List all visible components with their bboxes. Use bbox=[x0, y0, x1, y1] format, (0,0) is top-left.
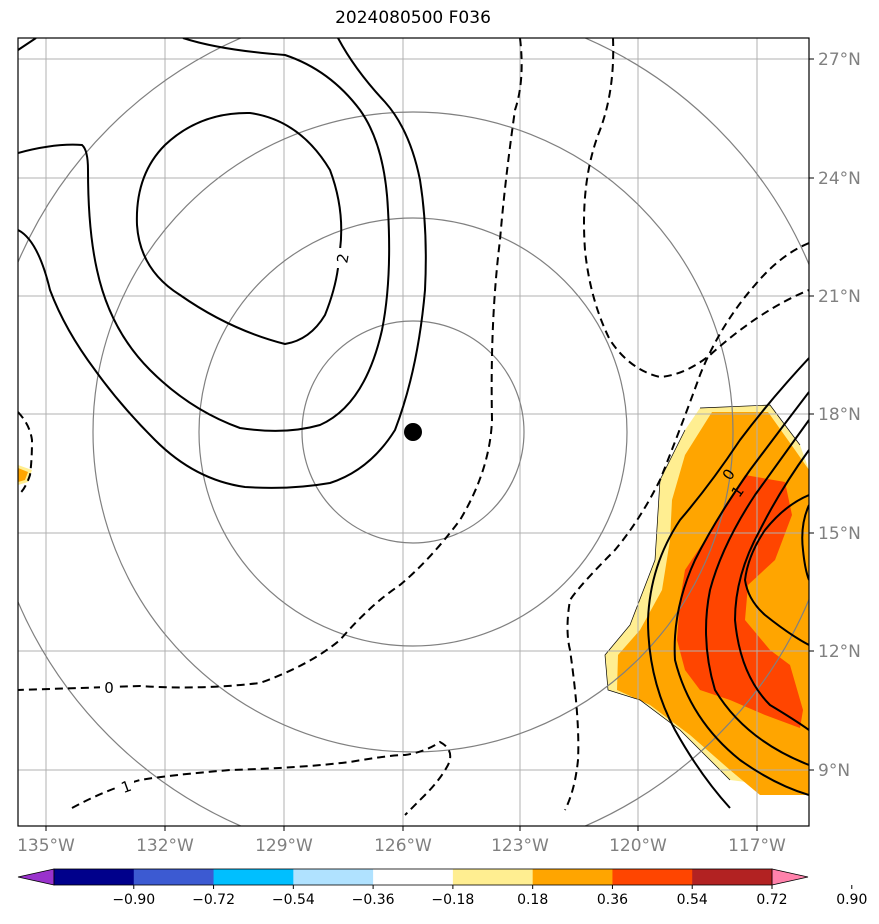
map-title: 2024080500 F036 bbox=[335, 8, 491, 28]
solid-contours bbox=[18, 38, 427, 489]
lon-tick-label: 117°W bbox=[728, 836, 786, 856]
colorbar-tick-label: 0.18 bbox=[517, 892, 548, 908]
colorbar-tick-label: 0.36 bbox=[597, 892, 628, 908]
lon-tick-label: 120°W bbox=[609, 836, 667, 856]
colorbar-tick-label: −0.36 bbox=[352, 892, 395, 908]
storm-center-marker bbox=[404, 423, 422, 441]
colorbar-tick-label: 0.90 bbox=[836, 892, 867, 908]
colorbar-segment bbox=[373, 869, 454, 885]
colorbar-segment bbox=[54, 869, 135, 885]
shading-outline bbox=[604, 404, 801, 781]
dashed-contours bbox=[18, 38, 809, 816]
colorbar-segment bbox=[612, 869, 693, 885]
colorbar-tick-label: −0.54 bbox=[272, 892, 315, 908]
graticule bbox=[18, 38, 809, 826]
colorbar-segment bbox=[213, 869, 294, 885]
colorbar-tick-label: −0.18 bbox=[431, 892, 474, 908]
colorbar-extend-high bbox=[771, 868, 809, 886]
lon-tick-labels: 135°W 132°W 129°W 126°W 123°W 120°W 117°… bbox=[17, 836, 786, 856]
lat-tick-label: 18°N bbox=[818, 405, 861, 425]
lat-tick-labels: 27°N 24°N 21°N 18°N 15°N 12°N 9°N bbox=[818, 50, 861, 781]
contour-label: 2 bbox=[333, 252, 352, 265]
colorbar-segment bbox=[452, 869, 534, 885]
tick-marks bbox=[45, 58, 814, 831]
range-rings bbox=[18, 38, 809, 826]
colorbar-tick-label: −0.72 bbox=[192, 892, 235, 908]
lon-tick-label: 123°W bbox=[491, 836, 549, 856]
contour-label-bg bbox=[100, 678, 118, 696]
contour-label-bg bbox=[333, 248, 349, 268]
solid-contours-east bbox=[646, 357, 809, 809]
colorbar: −0.90 −0.72 −0.54 −0.36 −0.18 0.18 0.36 0.54 0.7… bbox=[17, 868, 867, 908]
colorbar-tick-label: 0.54 bbox=[677, 892, 708, 908]
lat-tick-label: 21°N bbox=[818, 287, 861, 307]
lat-tick-label: 15°N bbox=[818, 524, 861, 544]
lon-tick-label: 126°W bbox=[374, 836, 432, 856]
colorbar-extend-low bbox=[17, 868, 55, 886]
lat-tick-label: 24°N bbox=[818, 169, 861, 189]
contour-label: 0 bbox=[104, 679, 114, 697]
colorbar-frame bbox=[53, 868, 773, 886]
lat-tick-label: 27°N bbox=[818, 50, 861, 70]
colorbar-segment bbox=[532, 869, 613, 885]
lat-tick-label: 12°N bbox=[818, 642, 861, 662]
colorbar-segment bbox=[293, 869, 374, 885]
colorbar-segment bbox=[133, 869, 215, 885]
colorbar-segment bbox=[692, 869, 773, 885]
lon-tick-label: 129°W bbox=[255, 836, 313, 856]
colorbar-tick-label: 0.72 bbox=[756, 892, 787, 908]
map-frame bbox=[17, 37, 810, 827]
lon-tick-label: 132°W bbox=[136, 836, 194, 856]
lat-tick-label: 9°N bbox=[818, 761, 850, 781]
lon-tick-label: 135°W bbox=[17, 836, 75, 856]
colorbar-tick-label: −0.90 bbox=[112, 892, 155, 908]
contour-label-bg bbox=[118, 776, 134, 794]
